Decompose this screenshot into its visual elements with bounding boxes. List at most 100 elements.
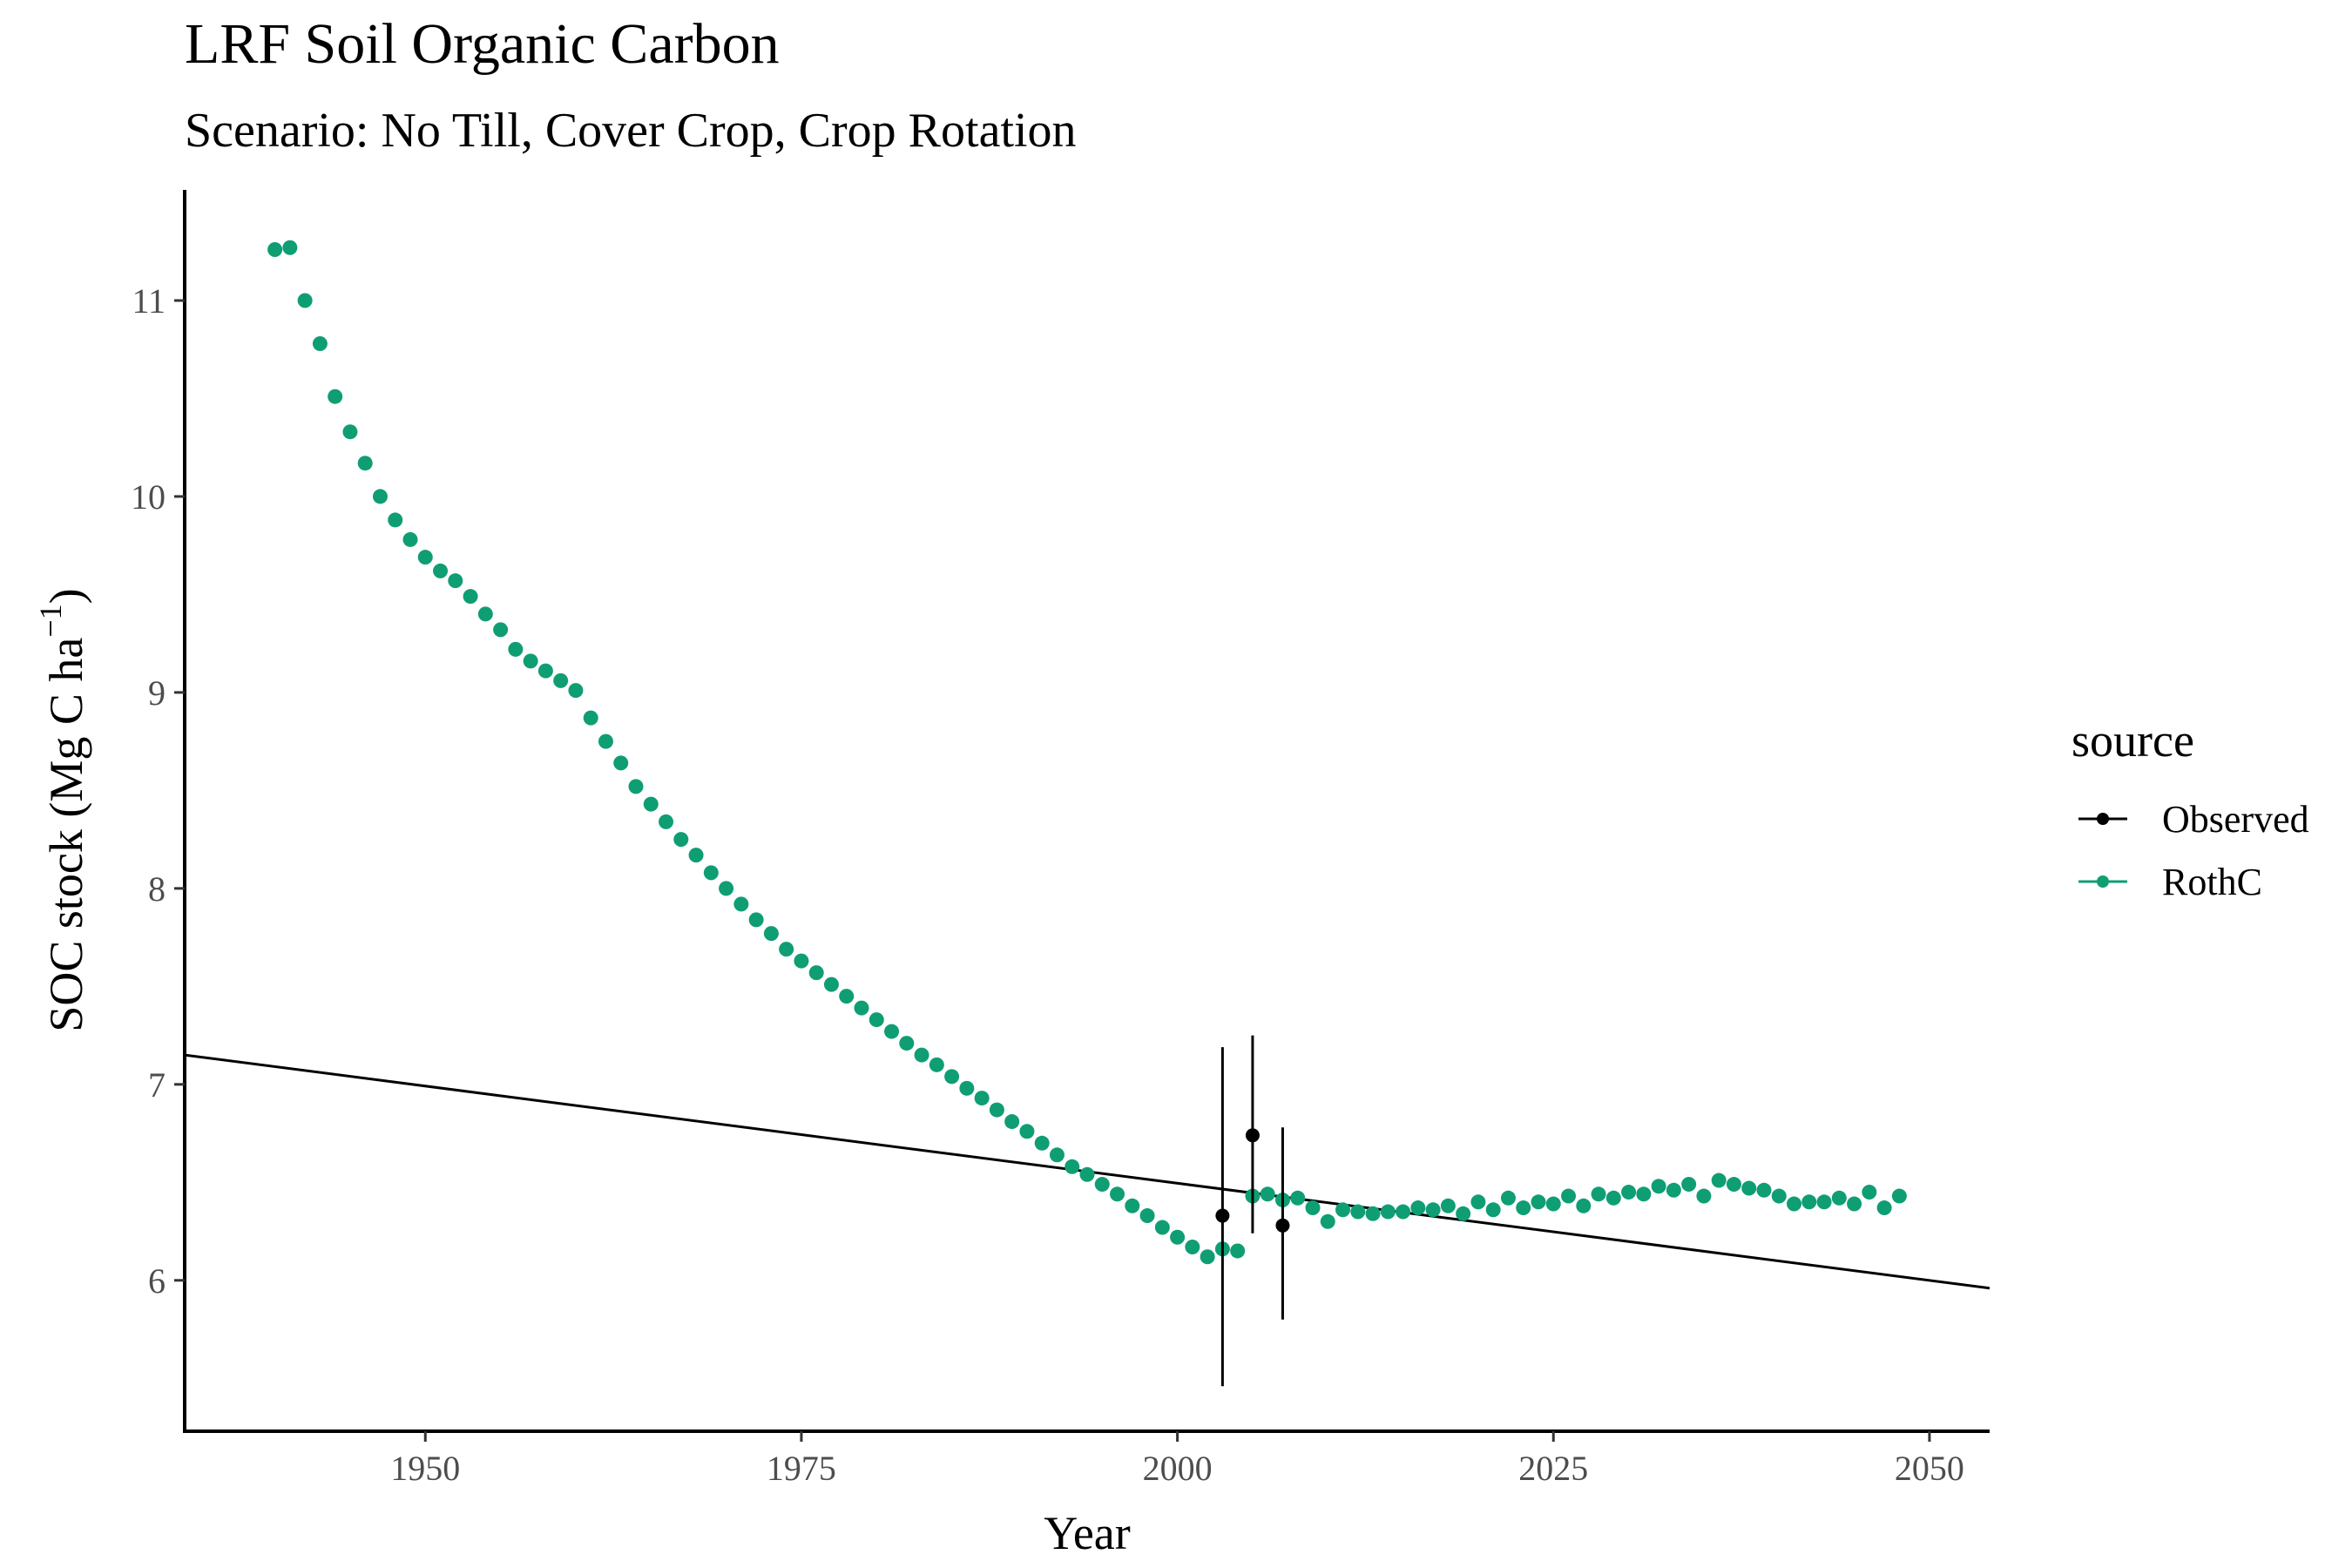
rothc-point <box>448 573 463 589</box>
observed-point <box>1275 1218 1290 1233</box>
rothc-point <box>1079 1166 1095 1182</box>
rothc-point <box>703 865 719 881</box>
legend-label-observed: Observed <box>2162 798 2309 841</box>
y-axis-title: SOC stock (Mg C ha−1) <box>33 588 92 1031</box>
rothc-point <box>312 335 328 351</box>
rothc-point <box>763 926 779 942</box>
rothc-point <box>794 953 809 969</box>
rothc-point <box>493 622 509 638</box>
y-tick-label: 6 <box>148 1261 166 1301</box>
legend-item-rothc: RothC <box>2078 861 2262 903</box>
legend: source Observed RothC <box>2072 714 2309 903</box>
rothc-point <box>1425 1202 1441 1218</box>
rothc-point <box>1831 1190 1847 1206</box>
rothc-point <box>1711 1173 1727 1188</box>
y-tick-label: 9 <box>148 673 166 713</box>
rothc-point <box>328 389 343 404</box>
rothc-point <box>1396 1204 1411 1220</box>
rothc-point <box>929 1057 944 1072</box>
rothc-point <box>1456 1206 1471 1221</box>
rothc-point <box>1380 1204 1396 1220</box>
rothc-point <box>1305 1200 1321 1216</box>
rothc-point <box>1440 1198 1456 1213</box>
legend-title: source <box>2072 714 2194 767</box>
rothc-point <box>1154 1220 1170 1235</box>
y-tick-label: 11 <box>132 281 166 321</box>
rothc-point <box>1335 1202 1351 1218</box>
rothc-point <box>1801 1194 1817 1210</box>
rothc-point <box>628 779 644 794</box>
rothc-point <box>613 755 629 771</box>
rothc-point <box>1741 1180 1757 1196</box>
rothc-point <box>1605 1190 1621 1206</box>
rothc-point <box>899 1036 915 1051</box>
rothc-point <box>463 589 478 605</box>
legend-item-observed: Observed <box>2078 798 2309 841</box>
rothc-point <box>1891 1188 1907 1204</box>
rothc-point <box>643 796 659 812</box>
rothc-point <box>1139 1208 1155 1224</box>
rothc-point <box>733 896 749 912</box>
rothc-point <box>1500 1190 1516 1206</box>
y-axis-title-close: ) <box>40 588 92 604</box>
rothc-point <box>1064 1159 1080 1174</box>
rothc-point <box>974 1091 990 1106</box>
rothc-point <box>433 563 449 578</box>
rothc-point <box>1621 1185 1637 1200</box>
rothc-point <box>568 683 584 699</box>
rothc-point <box>1200 1249 1215 1265</box>
rothc-point <box>673 832 689 848</box>
rothc-point <box>914 1047 929 1063</box>
rothc-point <box>854 1000 869 1016</box>
rothc-point <box>1094 1177 1110 1193</box>
rothc-point <box>884 1024 900 1039</box>
rothc-point <box>1290 1190 1306 1206</box>
rothc-point <box>537 663 553 679</box>
rothc-point <box>1531 1194 1546 1210</box>
y-axis-title-main: SOC stock (Mg C ha <box>40 638 92 1032</box>
x-tick-label: 2050 <box>1895 1449 1964 1488</box>
rothc-point <box>1681 1177 1697 1193</box>
rothc-point <box>1170 1229 1186 1245</box>
rothc-point <box>1365 1206 1381 1221</box>
rothc-point <box>688 848 704 863</box>
rothc-point <box>868 1012 884 1028</box>
x-tick-label: 1975 <box>767 1449 836 1488</box>
rothc-point <box>342 424 358 440</box>
rothc-point <box>267 241 283 257</box>
rothc-point <box>1470 1194 1486 1210</box>
rothc-point <box>719 881 734 896</box>
rothc-point <box>839 989 855 1004</box>
rothc-point <box>1696 1188 1712 1204</box>
rothc-point <box>1230 1243 1246 1259</box>
rothc-point <box>357 456 373 471</box>
rothc-point <box>1591 1186 1606 1202</box>
rothc-point <box>989 1102 1004 1118</box>
rothc-point <box>553 672 569 688</box>
rothc-point <box>823 977 839 992</box>
rothc-point <box>1485 1202 1501 1218</box>
rothc-point <box>388 512 403 528</box>
x-tick-label: 2000 <box>1143 1449 1213 1488</box>
rothc-point <box>1651 1179 1666 1194</box>
rothc-point <box>1350 1204 1366 1220</box>
legend-key-rothc-dot <box>2097 875 2109 888</box>
rothc-point <box>1726 1177 1741 1193</box>
rothc-point <box>1666 1182 1681 1198</box>
rothc-point <box>1636 1186 1652 1202</box>
observed-point <box>1215 1208 1230 1223</box>
rothc-point <box>508 641 524 657</box>
chart-subtitle: Scenario: No Till, Cover Crop, Crop Rota… <box>185 104 1077 158</box>
y-axis-title-superscript: −1 <box>33 604 68 637</box>
rothc-point <box>417 550 433 565</box>
rothc-point <box>1561 1188 1577 1204</box>
rothc-point <box>808 965 824 981</box>
rothc-point <box>1545 1196 1561 1212</box>
rothc-point <box>583 710 598 726</box>
rothc-point <box>477 606 493 622</box>
rothc-point <box>598 733 613 749</box>
rothc-point <box>402 531 418 547</box>
rothc-point <box>1019 1124 1035 1139</box>
y-tick-label: 7 <box>148 1065 166 1105</box>
